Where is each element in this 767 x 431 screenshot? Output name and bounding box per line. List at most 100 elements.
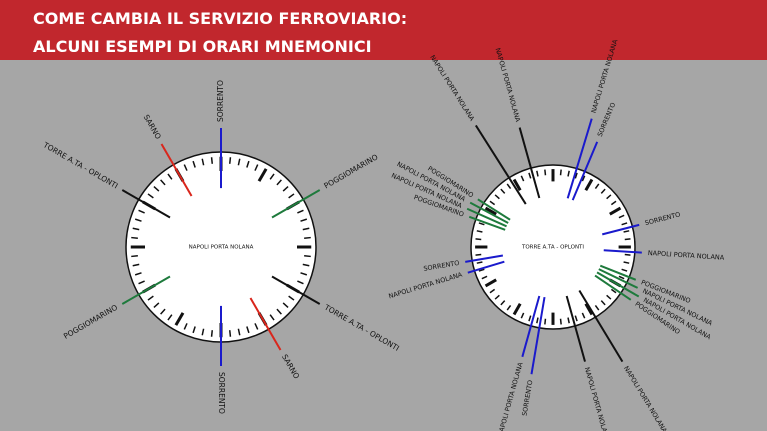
clock-tick	[600, 188, 606, 194]
clock-tick	[600, 300, 606, 306]
departure-line	[566, 118, 593, 199]
clock-tick	[623, 230, 630, 233]
departure-line	[601, 223, 640, 236]
clock-tick	[153, 186, 160, 192]
clock-tick	[138, 209, 145, 214]
clock-tick	[494, 194, 500, 200]
clock-tick	[167, 173, 173, 180]
clock-center-label: TORRE A.TA - OPLONTI	[521, 245, 584, 251]
clock-tick	[584, 178, 594, 191]
clock-tick	[624, 238, 631, 241]
station-label: NAPOLI PORTA NOLANA	[583, 366, 611, 431]
station-label: SORRENTO	[423, 259, 460, 273]
station-label: TORRE A.TA - OPLONTI	[322, 302, 401, 353]
clock-tick	[475, 238, 482, 241]
clock-tick	[132, 263, 140, 267]
departure-line	[594, 274, 632, 301]
clock-tick	[192, 160, 196, 168]
clock-tick	[237, 158, 241, 166]
clock-tick	[544, 318, 547, 325]
clock-tick	[147, 295, 154, 301]
clock-tick	[228, 330, 232, 337]
clock-tick	[297, 280, 304, 285]
clock-tick	[581, 312, 586, 319]
clock-tick	[160, 308, 166, 315]
departure-line	[603, 249, 642, 254]
departure-line	[598, 268, 639, 289]
clock-tick	[131, 236, 138, 240]
clock-tick	[304, 236, 311, 240]
clock-tick	[606, 194, 612, 200]
clock-tick	[147, 193, 154, 199]
clock-tick	[618, 275, 625, 280]
clock-tick	[494, 294, 500, 300]
clock-tick	[500, 300, 506, 306]
clock-tick	[237, 328, 241, 336]
departure-line	[465, 254, 504, 263]
station-label: NAPOLI PORTA NOLANA	[648, 249, 725, 262]
clock-tick	[183, 164, 188, 171]
clock-tick	[478, 268, 485, 272]
clock-tick	[257, 168, 268, 182]
clock-tick	[520, 312, 525, 319]
departure-line	[467, 260, 505, 274]
clock-tick	[520, 175, 525, 182]
clock-tick	[167, 314, 173, 321]
departure-line	[121, 189, 171, 219]
clock-tick	[484, 206, 497, 216]
departure-line	[466, 207, 507, 228]
clock-tick	[594, 183, 600, 190]
clock-tick	[621, 222, 628, 226]
clock-tick	[476, 261, 483, 264]
clock-tick	[254, 323, 259, 330]
clock-tick	[567, 170, 570, 177]
clock-tick	[621, 268, 628, 272]
clock-tick	[134, 218, 142, 222]
clock-tick	[269, 173, 275, 180]
clock-tick	[210, 157, 214, 164]
clock-tick	[183, 323, 188, 330]
clock-tick	[276, 179, 282, 186]
departure-line	[518, 127, 541, 199]
clock-tick	[536, 170, 539, 177]
clock-tick	[304, 254, 311, 258]
title-line: ALCUNI ESEMPI DI ORARI MNEMONICI	[33, 37, 372, 56]
station-label: NAPOLI PORTA NOLANA	[494, 47, 522, 123]
clock-tick	[192, 326, 196, 334]
clock-tick	[623, 261, 630, 264]
clock-tick	[559, 318, 562, 325]
departure-line	[468, 215, 506, 231]
departure-line	[571, 141, 599, 201]
station-label: NAPOLI PORTA NOLANA	[388, 270, 464, 300]
station-label: NAPOLI PORTA NOLANA	[428, 54, 476, 123]
clock-tick	[300, 272, 308, 276]
clock-tick	[506, 183, 512, 190]
clock-tick	[131, 254, 138, 258]
clock-tick	[584, 303, 594, 316]
departure-line	[599, 264, 637, 281]
clock-tick	[500, 188, 506, 194]
station-label: SORRENTO	[216, 80, 225, 122]
station-label: POGGIOMARINO	[322, 152, 379, 190]
clock-tick	[489, 288, 496, 294]
clock-tick	[282, 302, 289, 308]
clock-tick	[481, 275, 488, 280]
departure-line	[530, 296, 546, 375]
clock-tick	[567, 317, 570, 324]
clock-tick	[282, 186, 289, 192]
station-label: NAPOLI PORTA NOLANA	[590, 38, 620, 114]
clock-face	[470, 164, 636, 330]
clock-tick	[132, 227, 140, 231]
clock-tick	[574, 172, 578, 179]
clock-tick	[478, 222, 485, 226]
departure-line	[565, 295, 586, 362]
departure-line	[474, 124, 527, 205]
clock-tick	[300, 218, 308, 222]
clock-tick	[210, 330, 214, 337]
departure-line	[271, 275, 321, 305]
clock-tick	[475, 253, 482, 256]
clock-tick	[246, 160, 250, 168]
clock-tick	[512, 303, 522, 316]
